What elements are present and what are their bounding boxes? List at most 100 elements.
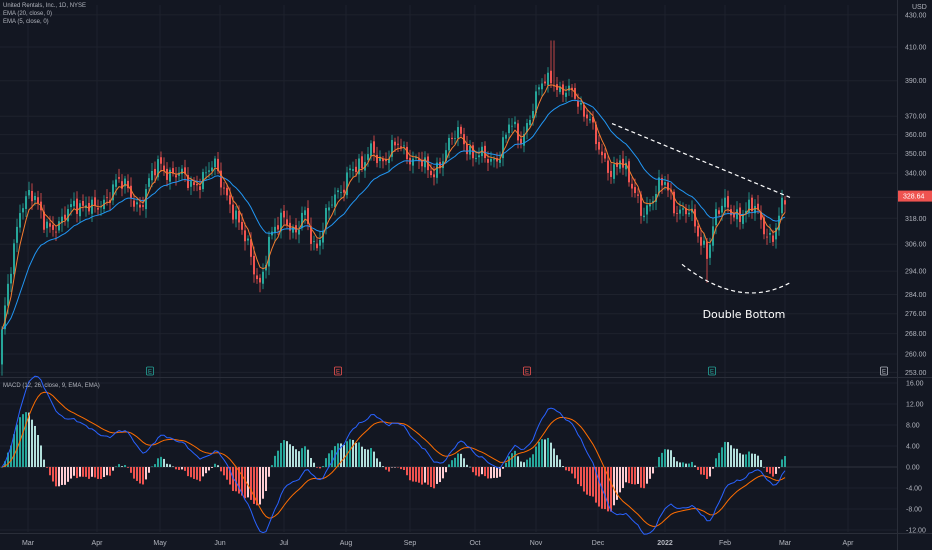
ema-slow-legend[interactable]: EMA (20, close, 0)	[3, 11, 53, 17]
macd-hist-bar-100	[301, 448, 303, 467]
candle-body-77	[232, 204, 234, 220]
candle-body-197	[592, 116, 594, 123]
macd-hist-bar-54	[163, 458, 165, 467]
macd-hist-bar-261	[784, 456, 786, 467]
macd-hist-bar-129	[388, 467, 390, 472]
candle-body-261	[784, 200, 786, 205]
macd-hist-bar-251	[754, 453, 756, 467]
macd-hist-bar-34	[103, 467, 105, 478]
macd-hist-bar-209	[628, 467, 630, 484]
candle-body-6	[19, 213, 21, 228]
candle-body-66	[199, 186, 201, 190]
macd-hist-bar-233	[700, 467, 702, 475]
candle-body-198	[595, 124, 597, 145]
macd-hist-bar-92	[277, 450, 279, 467]
candle-body-135	[406, 146, 408, 160]
price-tick-11: 360.00	[905, 132, 927, 139]
candle-body-178	[535, 91, 537, 113]
macd-hist-bar-259	[778, 467, 780, 469]
candle-body-78	[235, 210, 237, 220]
candle-body-12	[37, 197, 39, 203]
macd-hist-bar-176	[529, 457, 531, 467]
macd-hist-bar-117	[352, 439, 354, 467]
macd-hist-bar-225	[676, 461, 678, 467]
macd-hist-bar-56	[169, 464, 171, 467]
candle-body-220	[661, 178, 663, 186]
macd-hist-bar-61	[184, 467, 186, 471]
macd-hist-bar-250	[751, 453, 753, 467]
earnings-marker-3	[708, 366, 716, 376]
macd-hist-bar-83	[250, 467, 252, 500]
candle-body-153	[460, 126, 462, 134]
macd-hist-bar-72	[217, 465, 219, 467]
candle-body-37	[112, 184, 114, 201]
candle-body-235	[706, 241, 708, 259]
candle-body-209	[628, 161, 630, 183]
candle-body-215	[646, 205, 648, 215]
macd-hist-bar-147	[442, 467, 444, 479]
macd-hist-bar-204	[613, 467, 615, 506]
candle-body-164	[493, 159, 495, 161]
candle-body-181	[544, 81, 546, 84]
candle-body-199	[598, 141, 600, 150]
candle-body-103	[310, 226, 312, 244]
macd-hist-bar-81	[244, 467, 246, 499]
macd-hist-bar-248	[745, 454, 747, 467]
macd-hist-bar-249	[748, 451, 750, 467]
macd-hist-bar-25	[76, 467, 78, 479]
candle-body-116	[349, 168, 351, 171]
macd-hist-bar-218	[655, 466, 657, 468]
candle-body-150	[451, 137, 453, 139]
candle-body-68	[205, 172, 207, 174]
macd-hist-bar-107	[322, 466, 324, 467]
candle-body-168	[505, 134, 507, 139]
macd-hist-bar-136	[409, 467, 411, 481]
macd-hist-bar-174	[523, 462, 525, 467]
candle-body-137	[412, 158, 414, 166]
macd-hist-bar-124	[373, 451, 375, 467]
symbol-line[interactable]: United Rentals, Inc., 1D, NYSE	[3, 3, 87, 9]
candle-body-105	[316, 243, 318, 249]
macd-tick-5: -4.00	[906, 486, 922, 493]
candle-body-134	[403, 145, 405, 147]
macd-hist-bar-77	[232, 467, 234, 491]
macd-hist-bar-171	[514, 450, 516, 467]
macd-hist-bar-5	[16, 424, 18, 467]
macd-hist-bar-114	[343, 444, 345, 467]
macd-hist-bar-133	[400, 467, 402, 470]
macd-legend-line[interactable]: MACD (12, 26, close, 9, EMA, EMA)	[3, 383, 100, 389]
macd-hist-bar-10	[31, 419, 33, 467]
candle-body-45	[136, 202, 138, 205]
candle-body-218	[655, 193, 657, 202]
candle-body-26	[79, 203, 81, 217]
candle-body-57	[172, 168, 174, 174]
candle-body-73	[220, 170, 222, 188]
macd-hist-bar-126	[379, 461, 381, 467]
candle-body-86	[259, 277, 261, 283]
macd-hist-bar-169	[508, 456, 510, 467]
candle-body-240	[721, 205, 723, 213]
macd-tick-1: 12.00	[906, 402, 924, 409]
double-bottom-label: Double Bottom	[703, 308, 786, 321]
macd-hist-bar-146	[439, 467, 441, 483]
candle-body-200	[601, 151, 603, 156]
macd-hist-bar-57	[172, 466, 174, 467]
macd-hist-bar-74	[223, 467, 225, 476]
ema-fast-legend[interactable]: EMA (5, close, 0)	[3, 19, 49, 25]
candle-body-177	[532, 111, 534, 119]
macd-hist-bar-144	[433, 467, 435, 489]
macd-hist-bar-55	[166, 463, 168, 467]
candle-body-4	[13, 243, 15, 275]
candle-body-167	[502, 137, 504, 159]
macd-hist-bar-4	[13, 434, 15, 467]
macd-hist-bar-96	[289, 444, 291, 467]
macd-hist-bar-24	[73, 467, 75, 476]
candle-body-5	[16, 226, 18, 243]
macd-hist-bar-113	[340, 443, 342, 467]
macd-hist-bar-2	[7, 452, 9, 467]
macd-hist-bar-190	[571, 467, 573, 474]
candle-body-203	[610, 170, 612, 177]
candle-body-46	[139, 204, 141, 208]
